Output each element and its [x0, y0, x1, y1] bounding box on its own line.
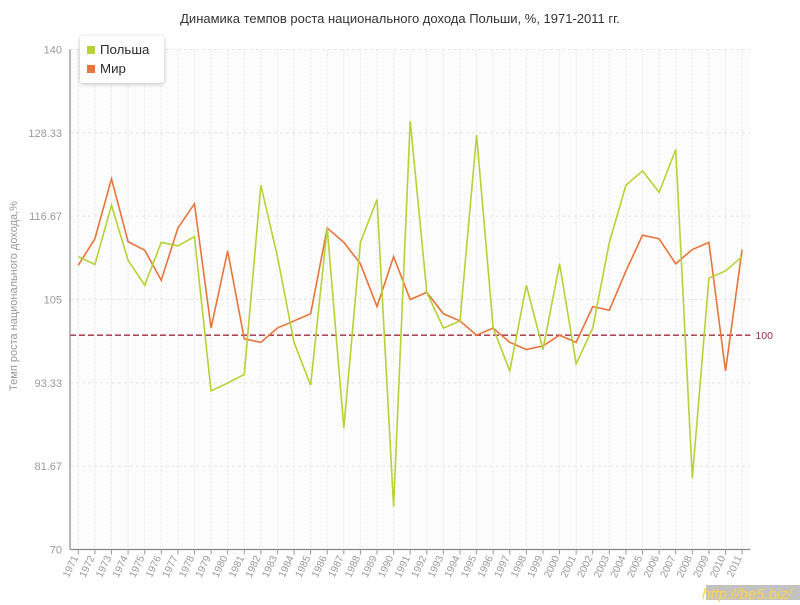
svg-text:70: 70	[50, 545, 62, 557]
svg-text:105: 105	[44, 295, 62, 307]
svg-text:100: 100	[755, 330, 773, 342]
svg-text:116.67: 116.67	[29, 211, 62, 223]
svg-text:93.33: 93.33	[34, 378, 62, 390]
svg-text:128.33: 128.33	[28, 128, 62, 140]
svg-text:140: 140	[44, 45, 62, 57]
svg-text:81.67: 81.67	[34, 461, 62, 473]
